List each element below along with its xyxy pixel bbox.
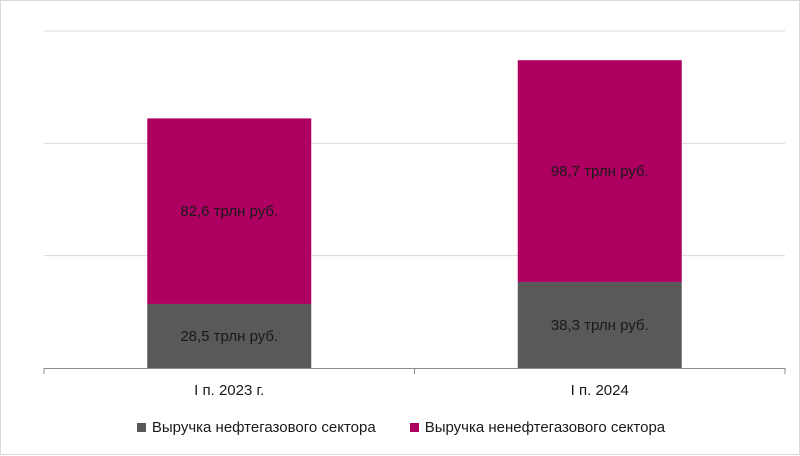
bar-segment [517,60,682,282]
data-label: 38,3 трлн руб. [551,317,649,334]
data-label: 28,5 трлн руб. [180,328,278,345]
legend-swatch [409,423,419,432]
legend-swatch [136,423,146,432]
legend-item: Выручка ненефтегазового сектора [409,419,666,436]
bar-segment [517,281,682,368]
legend-item: Выручка нефтегазового сектора [136,419,376,436]
chart-legend: Выручка нефтегазового сектора Выручка нен… [1,419,800,436]
bar-segment [147,303,312,368]
x-tick-label: I п. 2024 [571,382,629,399]
legend-label: Выручка ненефтегазового сектора [424,419,666,436]
data-label: 82,6 трлн руб. [180,203,278,220]
x-tick-label: I п. 2023 г. [194,382,264,399]
legend-label: Выручка нефтегазового сектора [151,419,376,436]
data-label: 98,7 трлн руб. [551,163,649,180]
bar-segment [147,118,312,304]
